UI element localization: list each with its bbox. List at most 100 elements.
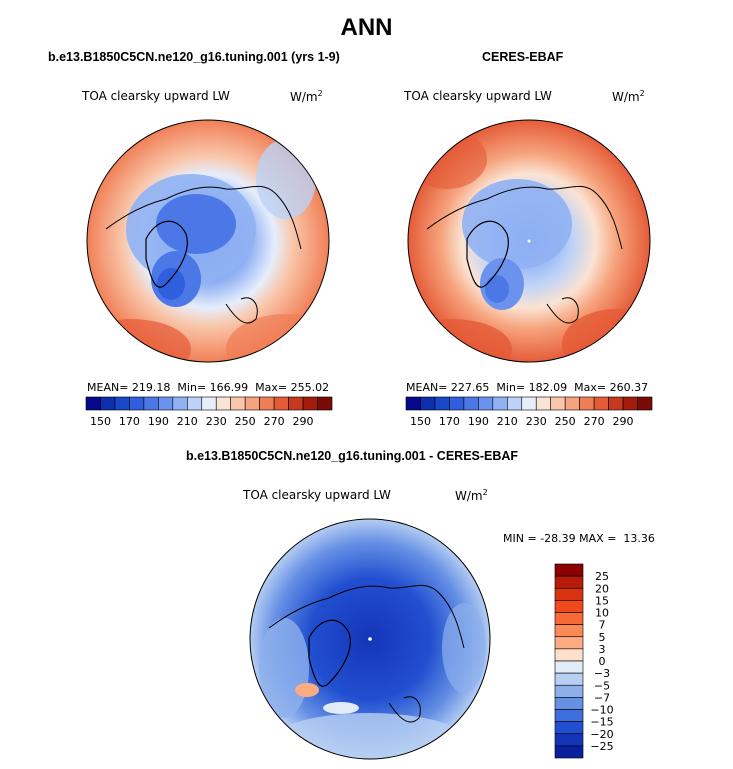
colorbar-swatch: [434, 396, 450, 411]
colorbar-tick-label: −10: [590, 704, 613, 717]
panel2-polar-map: [407, 119, 651, 363]
colorbar-tick-label: 290: [293, 415, 314, 428]
colorbar-tick-label: −15: [590, 716, 613, 729]
colorbar-tick-label: 7: [599, 619, 606, 632]
colorbar-tick-label: 15: [595, 594, 609, 607]
colorbar-tick-label: 210: [497, 415, 518, 428]
colorbar-tick-label: 230: [526, 415, 547, 428]
colorbar-tick-label: −3: [594, 667, 610, 680]
colorbar-swatch: [554, 709, 584, 722]
colorbar-swatch: [506, 396, 523, 411]
colorbar-tick-label: 170: [439, 415, 460, 428]
colorbar-swatch: [535, 396, 552, 411]
colorbar-tick-label: 10: [595, 607, 609, 620]
colorbar-swatch: [492, 396, 508, 411]
colorbar-swatch: [129, 396, 145, 411]
figure-title: ANN: [340, 14, 393, 41]
colorbar-tick-label: 150: [410, 415, 431, 428]
colorbar-tick-label: −20: [590, 728, 613, 741]
colorbar-swatch: [554, 648, 584, 662]
colorbar-swatch: [100, 396, 116, 411]
panel3-variable-label: TOA clearsky upward LW: [243, 488, 391, 502]
colorbar-swatch: [172, 396, 188, 411]
colorbar-swatch: [554, 624, 584, 638]
colorbar-swatch: [521, 396, 537, 411]
colorbar-swatch: [554, 636, 584, 650]
colorbar-swatch: [550, 396, 566, 411]
colorbar-tick-label: 290: [613, 415, 634, 428]
panel1-variable-label: TOA clearsky upward LW: [82, 89, 230, 103]
panel2-stats: MEAN= 227.65 Min= 182.09 Max= 260.37: [406, 381, 649, 394]
colorbar-swatch: [463, 396, 479, 411]
colorbar-swatch: [215, 396, 232, 411]
panel2-units-label: W/m2: [612, 89, 645, 104]
colorbar-swatch: [564, 396, 580, 411]
colorbar-swatch: [554, 684, 584, 698]
colorbar-swatch: [554, 697, 584, 710]
colorbar-tick-label: 3: [599, 643, 606, 656]
panel2-title: CERES-EBAF: [482, 50, 564, 64]
colorbar-swatch: [554, 745, 584, 759]
colorbar-swatch: [608, 396, 624, 411]
colorbar-swatch: [420, 396, 436, 411]
colorbar-swatch: [288, 396, 304, 411]
colorbar-tick-label: −5: [594, 679, 610, 692]
colorbar-swatch: [143, 396, 159, 411]
colorbar-tick-label: 190: [468, 415, 489, 428]
colorbar-swatch: [554, 563, 584, 577]
colorbar-swatch: [186, 396, 203, 411]
colorbar-tick-label: −7: [594, 691, 610, 704]
colorbar-swatch: [637, 396, 653, 411]
colorbar-tick-label: 270: [264, 415, 285, 428]
colorbar-swatch: [273, 396, 289, 411]
panel1-polar-map: [86, 119, 330, 363]
colorbar-swatch: [554, 733, 584, 747]
colorbar-swatch: [114, 396, 130, 411]
colorbar-swatch: [554, 575, 584, 589]
colorbar-swatch: [158, 396, 174, 411]
colorbar-swatch: [593, 396, 609, 411]
colorbar-tick-label: 210: [177, 415, 198, 428]
colorbar-swatch: [554, 721, 584, 735]
colorbar-tick-label: −25: [590, 740, 613, 753]
panel3-units-label: W/m2: [455, 488, 488, 503]
panel3-title: b.e13.B1850C5CN.ne120_g16.tuning.001 - C…: [186, 449, 519, 463]
panel3-stats: MIN = -28.39 MAX = 13.36: [503, 532, 655, 545]
colorbar-swatch: [244, 396, 260, 411]
colorbar-swatch: [201, 396, 217, 411]
colorbar-swatch: [317, 396, 333, 411]
colorbar-swatch: [579, 396, 595, 411]
panel1-colorbar: 150 170 190 210 230 250 270 290: [85, 396, 333, 428]
panel1-units-label: W/m2: [290, 89, 323, 104]
colorbar-tick-label: 25: [595, 570, 609, 583]
panel2-colorbar: 150 170 190 210 230 250 270 290: [405, 396, 653, 428]
colorbar-tick-label: 170: [119, 415, 140, 428]
panel1-stats: MEAN= 219.18 Min= 166.99 Max= 255.02: [87, 381, 330, 394]
colorbar-swatch: [554, 612, 584, 625]
colorbar-swatch: [554, 672, 584, 686]
colorbar-swatch: [554, 587, 584, 601]
colorbar-tick-label: 150: [90, 415, 111, 428]
colorbar-tick-label: 250: [235, 415, 256, 428]
colorbar-swatch: [554, 600, 584, 613]
colorbar-tick-label: 230: [206, 415, 227, 428]
colorbar-tick-label: 250: [555, 415, 576, 428]
colorbar-tick-label: 5: [599, 631, 606, 644]
colorbar-tick-label: 0: [599, 655, 606, 668]
colorbar-swatch: [302, 396, 318, 411]
colorbar-tick-label: 190: [148, 415, 169, 428]
colorbar-swatch: [230, 396, 246, 411]
colorbar-swatch: [478, 396, 494, 411]
colorbar-swatch: [622, 396, 638, 411]
colorbar-swatch: [85, 396, 101, 411]
colorbar-swatch: [405, 396, 421, 411]
colorbar-swatch: [449, 396, 465, 411]
panel3-polar-map: [249, 518, 491, 760]
panel1-title: b.e13.B1850C5CN.ne120_g16.tuning.001 (yr…: [48, 50, 340, 64]
colorbar-swatch: [259, 396, 275, 411]
colorbar-tick-label: 20: [595, 582, 609, 595]
panel2-variable-label: TOA clearsky upward LW: [404, 89, 552, 103]
colorbar-swatch: [554, 660, 584, 674]
colorbar-tick-label: 270: [584, 415, 605, 428]
